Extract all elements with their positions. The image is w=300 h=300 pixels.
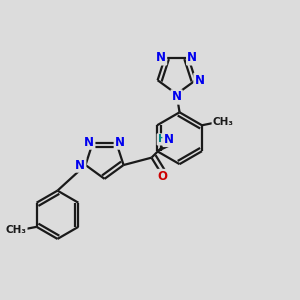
Text: N: N: [164, 133, 174, 146]
Text: N: N: [194, 74, 205, 87]
Text: CH₃: CH₃: [5, 225, 26, 235]
Text: H: H: [158, 134, 167, 144]
Text: N: N: [84, 136, 94, 148]
Text: CH₃: CH₃: [213, 117, 234, 127]
Text: N: N: [187, 51, 197, 64]
Text: N: N: [172, 91, 182, 103]
Text: O: O: [158, 170, 167, 183]
Text: N: N: [75, 158, 85, 172]
Text: N: N: [156, 51, 166, 64]
Text: N: N: [115, 136, 125, 148]
